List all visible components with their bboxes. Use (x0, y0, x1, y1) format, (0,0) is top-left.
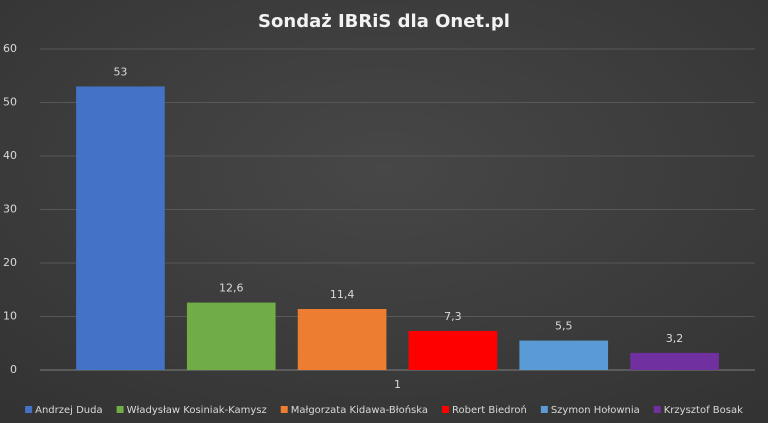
legend-label: Krzysztof Bosak (664, 405, 743, 416)
legend-label: Władysław Kosiniak-Kamysz (127, 405, 267, 416)
bar (186, 302, 276, 370)
y-tick-label: 30 (3, 203, 17, 216)
y-tick-label: 60 (3, 42, 17, 55)
bar (630, 352, 719, 370)
data-label: 5,5 (555, 320, 573, 333)
y-tick-label: 40 (3, 149, 17, 162)
chart-title: Sondaż IBRiS dla Onet.pl (258, 11, 510, 32)
legend-swatch (25, 406, 33, 413)
data-label: 3,2 (666, 332, 684, 345)
bar (519, 340, 609, 370)
data-label: 7,3 (444, 310, 462, 323)
x-tick-label: 1 (394, 378, 401, 391)
data-label: 53 (113, 65, 127, 78)
bar (76, 86, 165, 370)
legend-swatch (442, 406, 449, 413)
y-tick-label: 10 (3, 310, 17, 323)
y-tick-label: 20 (3, 256, 17, 269)
data-label: 12,6 (219, 282, 244, 295)
bar (297, 309, 387, 370)
legend-swatch (116, 406, 124, 413)
legend-label: Andrzej Duda (35, 405, 103, 416)
legend-swatch (280, 406, 288, 413)
legend-label: Szymon Hołownia (551, 405, 640, 416)
legend-label: Małgorzata Kidawa-Błońska (291, 404, 428, 416)
bar (408, 330, 498, 370)
legend-swatch (540, 406, 548, 413)
data-label: 11,4 (330, 288, 355, 301)
legend-label: Robert Biedroń (452, 404, 527, 416)
y-tick-label: 0 (10, 363, 17, 376)
legend-swatch (653, 406, 661, 413)
y-tick-label: 50 (3, 96, 17, 109)
